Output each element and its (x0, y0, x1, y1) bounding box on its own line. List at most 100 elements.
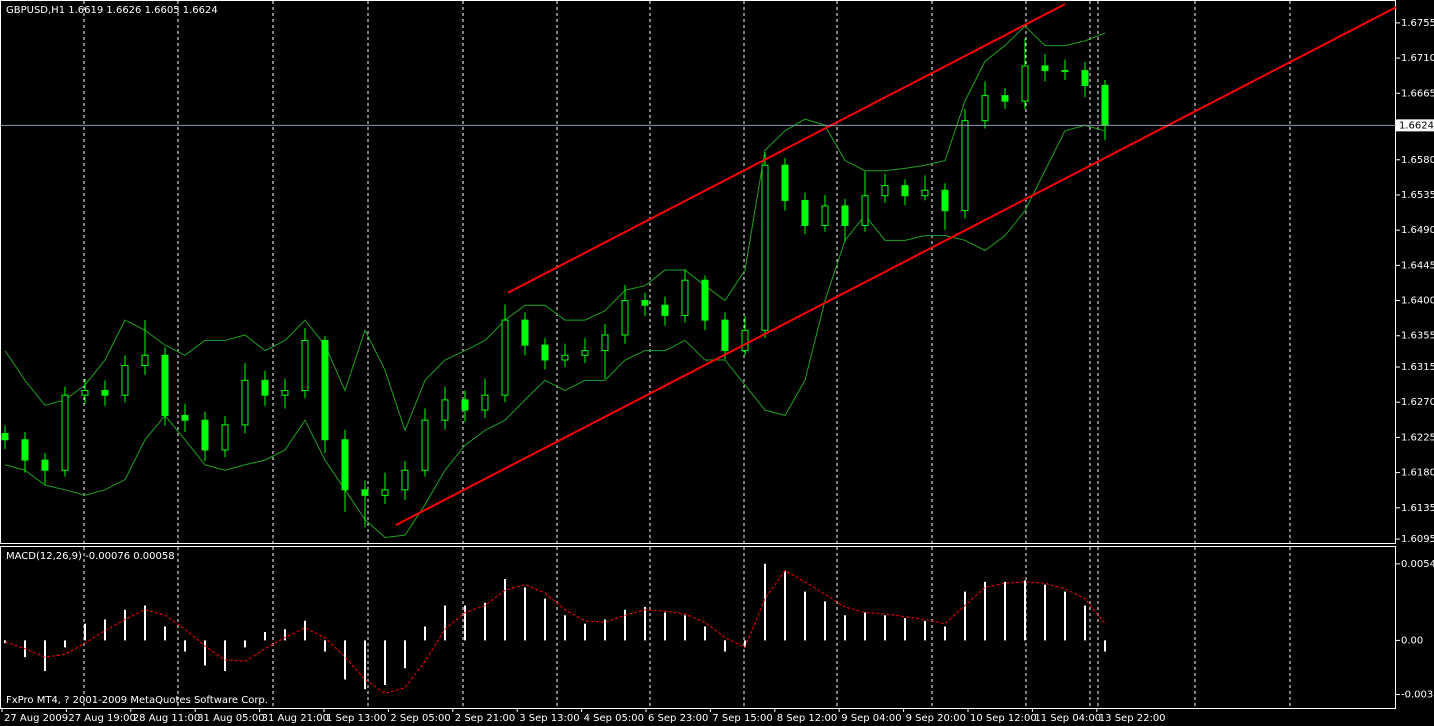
x-tick-label: 2 Sep 05:00 (390, 713, 450, 724)
signal-line (4, 570, 1106, 694)
y-tick-label: 1.6135 (1401, 503, 1434, 514)
candle-body (741, 329, 749, 352)
macd-bar (904, 618, 906, 641)
macd-bar (1064, 591, 1066, 641)
macd-bar (624, 609, 626, 641)
candle-body (301, 339, 309, 391)
x-tick-label: 3 Sep 13:00 (519, 713, 579, 724)
chart-title: GBPUSD,H1 1.6619 1.6626 1.6605 1.6624 (6, 5, 218, 16)
macd-bar (84, 623, 86, 641)
y-tick-label: 1.6315 (1401, 362, 1434, 373)
macd-title: MACD(12,26,9) -0.00076 0.00058 (6, 551, 175, 562)
macd-bar (164, 626, 166, 641)
macd-bar (444, 605, 446, 641)
candle-body (801, 199, 809, 226)
macd-bar (924, 620, 926, 641)
candle-body (401, 469, 409, 491)
candle-body (61, 394, 69, 471)
macd-bar (584, 623, 586, 641)
x-tick-label: 7 Sep 15:00 (712, 713, 772, 724)
x-tick-label: 2 Sep 21:00 (455, 713, 515, 724)
band-upper (4, 25, 1106, 432)
y-tick-label: 1.6355 (1401, 331, 1434, 342)
macd-bar (644, 606, 646, 641)
x-tick-label: 13 Sep 22:00 (1099, 713, 1166, 724)
macd-bar (984, 581, 986, 641)
macd-bar (44, 640, 46, 672)
y-tick-label: 0.00 (1401, 635, 1423, 646)
y-tick-label: 1.6445 (1401, 260, 1434, 271)
macd-bar (504, 579, 506, 641)
macd-bar (864, 612, 866, 641)
macd-bar (804, 591, 806, 641)
y-tick-label: 1.6490 (1401, 225, 1434, 236)
candle-body (921, 189, 929, 197)
macd-bar (284, 629, 286, 641)
macd-bar (824, 601, 826, 641)
macd-bar (344, 640, 346, 680)
x-tick-label: 28 Aug 11:00 (133, 713, 200, 724)
band-lower (4, 124, 1106, 539)
candle-body (521, 319, 529, 346)
y-tick-label: -0.00388 (1401, 689, 1434, 700)
macd-bar (264, 632, 266, 641)
candle-body (161, 354, 169, 417)
candle-body (621, 300, 629, 336)
macd-bar (964, 591, 966, 641)
macd-bar (664, 612, 666, 641)
x-tick-label: 1 Sep 13:00 (326, 713, 386, 724)
macd-bar (104, 619, 106, 641)
candle-body (241, 379, 249, 426)
candle-body (181, 415, 189, 421)
candle-body (781, 164, 789, 201)
candle-body (861, 195, 869, 226)
candle-body (901, 185, 909, 197)
candle-body (821, 205, 829, 226)
macd-bar (884, 615, 886, 641)
trendline (395, 6, 1397, 526)
candle-body (481, 394, 489, 411)
candle-body (441, 399, 449, 421)
candle-body (721, 319, 729, 352)
candle-body (321, 339, 329, 441)
candle-body (641, 300, 649, 306)
candle-body (221, 424, 229, 451)
macd-bar (524, 587, 526, 641)
candle-body (21, 439, 29, 461)
candle-body (1001, 95, 1009, 102)
y-tick-label: 1.6270 (1401, 397, 1434, 408)
macd-bar (124, 609, 126, 641)
macd-bar (64, 640, 66, 648)
x-tick-label: 10 Sep 12:00 (970, 713, 1037, 724)
candle-body (141, 354, 149, 366)
y-tick-label: 1.6400 (1401, 296, 1434, 307)
macd-bar (764, 563, 766, 641)
candle-body (261, 379, 269, 396)
x-tick-label: 9 Sep 20:00 (906, 713, 966, 724)
candle-body (841, 205, 849, 226)
macd-bar (204, 640, 206, 666)
macd-bar (684, 615, 686, 641)
candle-body (461, 399, 469, 411)
candle-body (1021, 65, 1029, 102)
candle-body (81, 389, 89, 396)
x-tick-label: 4 Sep 05:00 (584, 713, 644, 724)
x-tick-label: 6 Sep 23:00 (648, 713, 708, 724)
macd-bar (724, 640, 726, 652)
candle-body (101, 389, 109, 396)
current-price-box (1396, 119, 1434, 132)
y-tick-label: 0.00549 (1401, 559, 1434, 570)
y-tick-label: 1.6180 (1401, 468, 1434, 479)
macd-bar (304, 620, 306, 641)
x-tick-label: 27 Aug 2009 (4, 713, 68, 724)
y-tick-label: 1.6225 (1401, 432, 1434, 443)
candle-body (881, 185, 889, 197)
candle-body (341, 439, 349, 491)
macd-bar (1104, 640, 1106, 652)
candle-body (201, 419, 209, 451)
price-panel-frame (0, 0, 1396, 544)
macd-bar (224, 640, 226, 672)
candle-body (981, 95, 989, 122)
